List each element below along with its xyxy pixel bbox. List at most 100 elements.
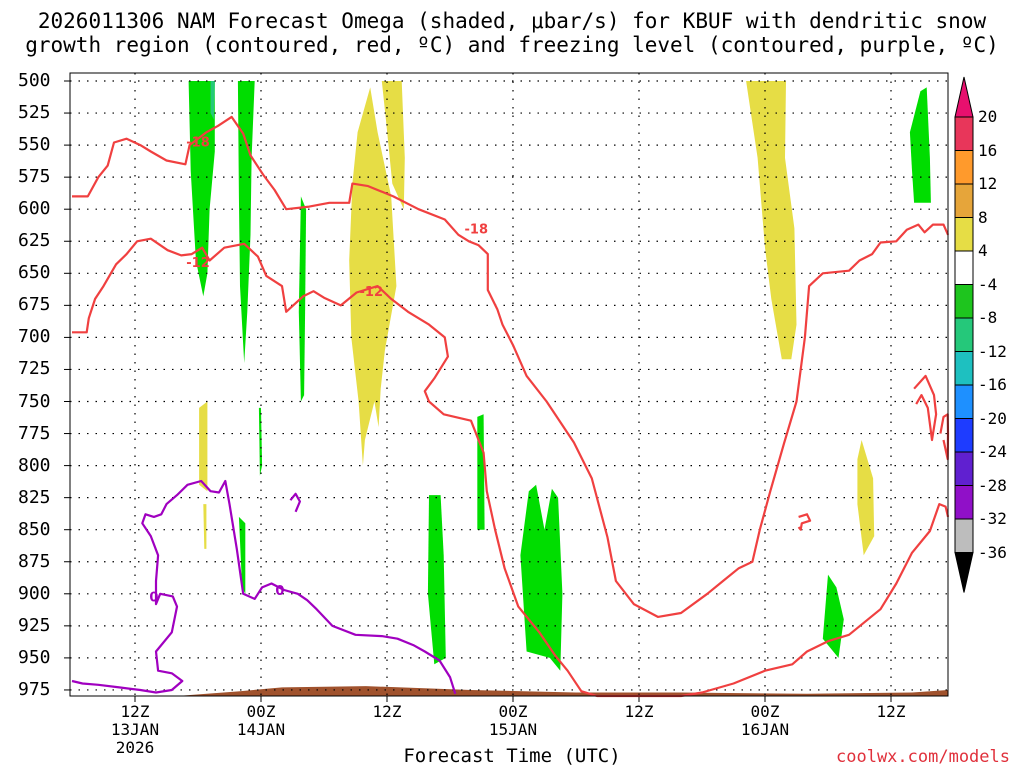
y-tick-label-850: 850	[18, 518, 51, 540]
colorbar-label-8: 8	[978, 207, 988, 227]
colorbar-swatch-7	[954, 351, 974, 386]
colorbar-swatch-12	[954, 518, 974, 553]
upward-motion-1	[188, 81, 215, 297]
contour-loop-2	[939, 413, 950, 461]
upward-motion-7	[477, 414, 485, 530]
chart-title-line-2: growth region (contoured, red, ºC) and f…	[25, 33, 999, 57]
colorbar-label-4: 4	[978, 241, 988, 260]
x-tick-label-6: 12Z	[120, 702, 150, 721]
colorbar-swatch-3	[954, 217, 974, 252]
colorbar-swatch-1	[954, 150, 974, 185]
y-tick-label-725: 725	[18, 358, 51, 380]
y-tick-label-650: 650	[18, 262, 51, 284]
x-axis-title: Forecast Time (UTC)	[403, 745, 621, 767]
upward-motion-4	[258, 407, 263, 476]
y-tick-label-625: 625	[18, 230, 51, 252]
x-date-label-6: 13JAN	[110, 720, 160, 739]
colorbar-label--12: -12	[978, 341, 1007, 361]
contour-label-3: -12	[360, 285, 384, 300]
sinking-motion-1	[349, 87, 397, 466]
contour-label-0: -18	[186, 135, 210, 150]
colorbar-swatch-0	[954, 116, 974, 151]
chart-title-line-1: 2026011306 NAM Forecast Omega (shaded, μ…	[37, 9, 987, 33]
y-tick-label-825: 825	[18, 486, 51, 508]
colorbar-swatch-2	[954, 183, 974, 218]
plot-frame	[69, 72, 949, 697]
contour-label-layer: -18 -18 -12 -12 0 0	[149, 135, 488, 605]
sinking-motion-6	[857, 440, 875, 556]
x-tick-label-30: 12Z	[372, 702, 402, 721]
sinking-motion-3	[199, 401, 208, 492]
sinking-motion-4	[203, 504, 207, 549]
x-tick-label-18: 00Z	[246, 702, 276, 721]
contour-label-2: -12	[186, 256, 210, 271]
colorbar	[954, 76, 974, 593]
upward-motion-9	[822, 574, 844, 658]
contour-label-1: -18	[465, 222, 489, 237]
contour-loop-1	[913, 374, 938, 442]
upward-motion-8	[520, 484, 563, 671]
y-tick-label-875: 875	[18, 550, 51, 572]
colorbar-swatch-10	[954, 451, 974, 486]
colorbar-swatch-8	[954, 384, 974, 419]
site-credit: coolwx.com/models	[836, 747, 1010, 767]
omega-shading-layer	[72, 81, 948, 696]
contour-loop-3	[797, 513, 812, 531]
y-tick-label-950: 950	[18, 646, 51, 668]
y-tick-label-750: 750	[18, 390, 51, 412]
y-tick-label-975: 975	[18, 678, 51, 700]
contour-minus12	[72, 237, 950, 698]
colorbar-swatch-11	[954, 485, 974, 520]
y-tick-label-675: 675	[18, 294, 51, 316]
colorbar-under-arrow	[954, 552, 974, 593]
colorbar-label-20: 20	[978, 107, 998, 126]
colorbar-swatch-4	[954, 250, 974, 285]
colorbar-label--36: -36	[978, 542, 1007, 562]
y-tick-label-925: 925	[18, 614, 51, 636]
contour-label-5: 0	[275, 584, 284, 599]
y-tick-label-500: 500	[18, 70, 51, 91]
colorbar-swatch-6	[954, 317, 974, 352]
colorbar-label--32: -32	[978, 509, 1007, 528]
y-tick-label-900: 900	[18, 582, 51, 604]
colorbar-label--4: -4	[978, 274, 998, 294]
upward-motion-6	[427, 495, 446, 665]
y-tick-label-700: 700	[18, 326, 51, 348]
y-tick-label-525: 525	[18, 102, 51, 124]
freezing-level-contour-layer	[71, 479, 457, 695]
y-tick-label-575: 575	[18, 166, 51, 188]
freezing-level-0	[71, 479, 457, 695]
x-tick-label-54: 12Z	[624, 702, 654, 721]
upward-motion-5	[238, 516, 246, 594]
upward-motion-3	[298, 196, 307, 402]
ground-surface	[72, 686, 948, 696]
x-date-label-66: 16JAN	[740, 720, 790, 739]
y-tick-label-800: 800	[18, 454, 51, 476]
x-date-label-42: 15JAN	[488, 720, 538, 739]
colorbar-label-12: 12	[978, 174, 998, 193]
x-tick-label-42: 00Z	[498, 702, 528, 721]
freezing-level-loop	[289, 492, 301, 513]
x-tick-label-66: 00Z	[750, 702, 780, 721]
colorbar-label--24: -24	[978, 442, 1007, 461]
colorbar-over-arrow	[954, 76, 974, 118]
colorbar-swatch-5	[954, 284, 974, 319]
contour-label-4: 0	[149, 590, 158, 605]
y-tick-label-600: 600	[18, 198, 51, 220]
y-tick-label-550: 550	[18, 134, 51, 156]
colorbar-label--28: -28	[978, 475, 1007, 495]
x-tick-label-78: 12Z	[876, 702, 906, 721]
colorbar-label--20: -20	[978, 408, 1007, 428]
x-date-label-18: 14JAN	[236, 720, 286, 739]
y-tick-label-775: 775	[18, 422, 51, 444]
colorbar-label-16: 16	[978, 140, 998, 160]
contour-minus18	[72, 115, 950, 619]
colorbar-swatch-9	[954, 418, 974, 453]
x-year-label-6: 2026	[115, 738, 155, 757]
colorbar-label--8: -8	[978, 308, 998, 327]
upward-motion-core-1	[210, 81, 215, 120]
upward-motion-2	[237, 81, 255, 363]
sinking-motion-5	[746, 81, 797, 360]
colorbar-label--16: -16	[978, 375, 1007, 394]
